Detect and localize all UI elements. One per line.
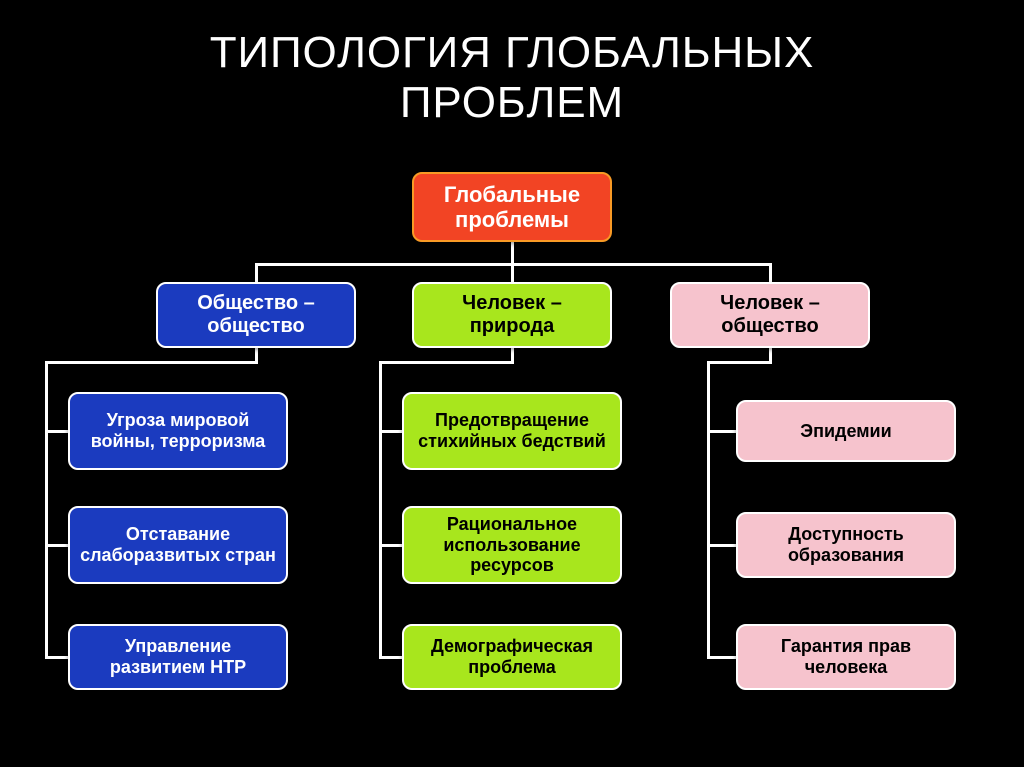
conn-b1-elbow-0: [380, 430, 402, 433]
branch-header-society-society: Общество – общество: [156, 282, 356, 348]
b1-i1-label: Рациональное использование ресурсов: [414, 514, 610, 576]
b2-i0-label: Эпидемии: [800, 421, 891, 442]
conn-drop-1: [511, 264, 514, 282]
leaf-human-rights: Гарантия прав человека: [736, 624, 956, 690]
conn-b2-elbow-0: [708, 430, 736, 433]
title-line1: ТИПОЛОГИЯ ГЛОБАЛЬНЫХ: [210, 28, 815, 77]
leaf-epidemics: Эпидемии: [736, 400, 956, 462]
branch-0-header-label: Общество – общество: [168, 292, 344, 338]
root-label: Глобальные проблемы: [424, 182, 600, 233]
conn-b2-header-elbow: [707, 361, 772, 364]
leaf-war-terrorism: Угроза мировой войны, терроризма: [68, 392, 288, 470]
conn-b1-header-elbow: [379, 361, 514, 364]
conn-b1-elbow-1: [380, 544, 402, 547]
leaf-natural-disaster-prevention: Предотвращение стихийных бедствий: [402, 392, 622, 470]
b2-i1-label: Доступность образования: [748, 524, 944, 565]
b1-i2-label: Демографическая проблема: [414, 636, 610, 677]
leaf-underdeveloped-countries: Отставание слаборазвитых стран: [68, 506, 288, 584]
branch-header-human-nature: Человек – природа: [412, 282, 612, 348]
conn-b0-spine: [45, 362, 48, 659]
conn-b1-elbow-2: [380, 656, 402, 659]
leaf-resource-use: Рациональное использование ресурсов: [402, 506, 622, 584]
root-node: Глобальные проблемы: [412, 172, 612, 242]
conn-root-down: [511, 242, 514, 264]
conn-b1-spine: [379, 362, 382, 659]
branch-2-header-label: Человек – общество: [682, 292, 858, 338]
conn-b0-header-elbow: [45, 361, 258, 364]
b1-i0-label: Предотвращение стихийных бедствий: [414, 410, 610, 451]
conn-b2-spine: [707, 362, 710, 659]
conn-b2-elbow-1: [708, 544, 736, 547]
conn-b0-elbow-2: [46, 656, 68, 659]
conn-drop-0: [255, 264, 258, 282]
b2-i2-label: Гарантия прав человека: [748, 636, 944, 677]
conn-b0-elbow-0: [46, 430, 68, 433]
leaf-demographic-problem: Демографическая проблема: [402, 624, 622, 690]
leaf-education-access: Доступность образования: [736, 512, 956, 578]
conn-drop-2: [769, 264, 772, 282]
b0-i2-label: Управление развитием НТР: [80, 636, 276, 677]
branch-1-header-label: Человек – природа: [424, 292, 600, 338]
branch-header-human-society: Человек – общество: [670, 282, 870, 348]
b0-i1-label: Отставание слаборазвитых стран: [80, 524, 276, 565]
b0-i0-label: Угроза мировой войны, терроризма: [80, 410, 276, 451]
title-line2: ПРОБЛЕМ: [400, 78, 624, 127]
page-title: ТИПОЛОГИЯ ГЛОБАЛЬНЫХ ПРОБЛЕМ: [0, 28, 1024, 128]
conn-b0-elbow-1: [46, 544, 68, 547]
conn-b2-elbow-2: [708, 656, 736, 659]
leaf-ntr-management: Управление развитием НТР: [68, 624, 288, 690]
